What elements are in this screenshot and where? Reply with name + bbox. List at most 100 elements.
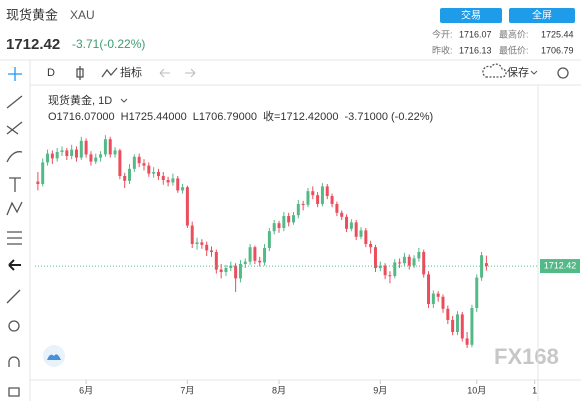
- x-tick-label: 8月: [272, 385, 286, 395]
- price-tag: [540, 259, 580, 274]
- undo[interactable]: [159, 68, 170, 78]
- candle-body: [383, 265, 387, 276]
- left-toolbar[interactable]: [6, 67, 23, 397]
- legend-value: O1716.07000: [48, 111, 115, 123]
- trade-button[interactable]: [440, 8, 502, 23]
- candle-body: [94, 157, 98, 162]
- trade-label[interactable]: 交易: [461, 9, 481, 22]
- candle-body: [205, 244, 209, 251]
- candle-body: [451, 320, 455, 332]
- candle-body: [470, 308, 474, 345]
- candle-body: [65, 150, 69, 156]
- candle-body: [181, 187, 185, 191]
- candle-body: [441, 296, 445, 309]
- candle-body: [156, 172, 160, 176]
- candle-body: [407, 256, 411, 266]
- candle-body: [325, 186, 329, 196]
- candle-body: [373, 247, 377, 268]
- save[interactable]: 保存: [507, 65, 529, 79]
- candle-body: [378, 265, 382, 268]
- candle-body: [417, 252, 421, 259]
- legend-title: 现货黄金, 1D: [48, 93, 112, 107]
- stat-value: 1716.07: [459, 29, 492, 39]
- legend-menu[interactable]: [120, 98, 128, 103]
- candle-body: [316, 195, 320, 204]
- candle-body: [291, 215, 295, 223]
- candle-body: [354, 222, 358, 237]
- candle-body: [46, 153, 50, 163]
- candle-body: [480, 255, 484, 278]
- candle-body: [484, 263, 488, 267]
- candle-body: [161, 176, 165, 180]
- candle-body: [147, 165, 151, 174]
- price-change: -3.71(-0.22%): [72, 37, 145, 51]
- candle-body: [118, 150, 122, 176]
- candle-body: [79, 140, 83, 158]
- candle-body: [349, 222, 353, 229]
- candle-body: [166, 180, 170, 183]
- redo[interactable]: [185, 68, 196, 78]
- save-menu[interactable]: [530, 70, 538, 75]
- fullscreen-button[interactable]: [509, 8, 575, 23]
- candle-body: [393, 262, 397, 276]
- candle-body: [436, 293, 440, 297]
- candle-body: [176, 178, 180, 191]
- candle-body: [132, 156, 136, 169]
- watermark: FX168: [494, 344, 559, 369]
- candle-body: [465, 338, 469, 345]
- candle-body: [398, 262, 402, 264]
- interval[interactable]: D: [47, 67, 55, 79]
- candle-body: [248, 247, 252, 262]
- candle-body: [137, 156, 141, 164]
- candle-body: [171, 178, 175, 183]
- stat-label: 今开:: [432, 28, 453, 39]
- symbol-code: XAU: [70, 8, 95, 22]
- candle-body: [267, 231, 271, 248]
- candle-body: [253, 247, 257, 261]
- candle-body: [460, 314, 464, 339]
- candle-body: [311, 191, 315, 196]
- candle-body: [214, 252, 218, 270]
- candle-body: [185, 187, 189, 226]
- legend-value: L1706.79000: [193, 111, 257, 123]
- candle-icon[interactable]: [76, 66, 84, 80]
- candle-body: [364, 230, 368, 244]
- legend-values: O1716.07000 H1725.44000 L1706.79000 收=1712.…: [48, 109, 433, 123]
- price-tag-label: 1712.42: [544, 260, 577, 270]
- symbol-name: 现货黄金: [6, 7, 58, 22]
- last-price: 1712.42: [6, 36, 60, 53]
- x-tick-label: 7月: [180, 385, 194, 395]
- candle-body: [340, 212, 344, 217]
- candle-body: [142, 163, 146, 166]
- x-tick-label: 6月: [79, 385, 93, 395]
- candle-body: [431, 293, 435, 304]
- indicators[interactable]: 指标: [120, 65, 142, 79]
- candle-body: [229, 265, 233, 268]
- candle-body: [234, 265, 238, 279]
- candle-body: [359, 230, 363, 237]
- candle-body: [152, 172, 156, 174]
- candle-body: [128, 168, 132, 181]
- candle-body: [195, 242, 199, 244]
- legend-value: H1725.44000: [121, 111, 187, 123]
- fullscreen-label[interactable]: 全屏: [532, 9, 552, 22]
- candle-body: [70, 149, 74, 156]
- legend-value: 收=1712.42000: [263, 109, 339, 123]
- candle-body: [108, 139, 112, 155]
- candle-body: [36, 181, 40, 184]
- cloud-icon[interactable]: [482, 63, 507, 78]
- candle-body: [422, 252, 426, 275]
- candle-body: [306, 191, 310, 205]
- settings-icon[interactable]: [557, 67, 569, 79]
- stat-label: 昨收:: [432, 44, 453, 55]
- candle-body: [263, 248, 267, 263]
- candle-body: [210, 250, 214, 252]
- stats: 今开: 1716.07 最高价: 1725.44 昨收: 1716.13 最低价…: [432, 28, 574, 55]
- candle-body: [446, 308, 450, 320]
- indicator-icon[interactable]: [101, 67, 118, 78]
- candle-body: [335, 204, 339, 213]
- candle-body: [238, 264, 242, 279]
- stat-label: 最高价:: [499, 28, 529, 39]
- candle-body: [89, 154, 93, 162]
